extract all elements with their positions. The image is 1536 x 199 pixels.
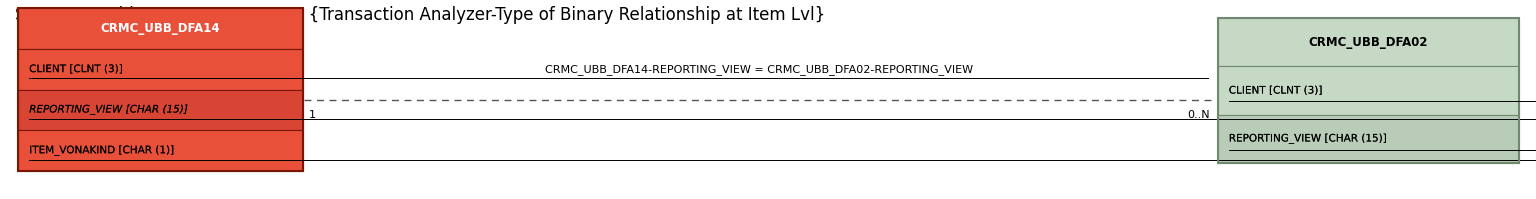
- Bar: [1218, 18, 1519, 163]
- Bar: [18, 130, 303, 171]
- Bar: [18, 8, 303, 49]
- Bar: [18, 49, 303, 90]
- Text: REPORTING_VIEW [CHAR (15)]: REPORTING_VIEW [CHAR (15)]: [29, 104, 187, 115]
- Text: 1: 1: [309, 110, 316, 120]
- Bar: [18, 8, 303, 171]
- Text: CRMC_UBB_DFA14-REPORTING_VIEW = CRMC_UBB_DFA02-REPORTING_VIEW: CRMC_UBB_DFA14-REPORTING_VIEW = CRMC_UBB…: [545, 64, 974, 75]
- Text: CLIENT [CLNT (3)]: CLIENT [CLNT (3)]: [1229, 86, 1322, 96]
- Bar: [1218, 66, 1519, 115]
- Text: SAP ABAP table CRMC_UBB_DFA14 {Transaction Analyzer-Type of Binary Relationship : SAP ABAP table CRMC_UBB_DFA14 {Transacti…: [15, 6, 826, 24]
- Bar: [1218, 18, 1519, 66]
- Text: 0..N: 0..N: [1187, 110, 1210, 120]
- Text: CRMC_UBB_DFA14: CRMC_UBB_DFA14: [101, 22, 220, 35]
- Text: ITEM_VONAKIND [CHAR (1)]: ITEM_VONAKIND [CHAR (1)]: [29, 145, 174, 156]
- Text: CLIENT [CLNT (3)]: CLIENT [CLNT (3)]: [29, 64, 123, 74]
- Bar: [1218, 115, 1519, 163]
- Text: REPORTING_VIEW [CHAR (15)]: REPORTING_VIEW [CHAR (15)]: [1229, 134, 1385, 144]
- Bar: [18, 90, 303, 130]
- Text: CRMC_UBB_DFA02: CRMC_UBB_DFA02: [1309, 36, 1428, 49]
